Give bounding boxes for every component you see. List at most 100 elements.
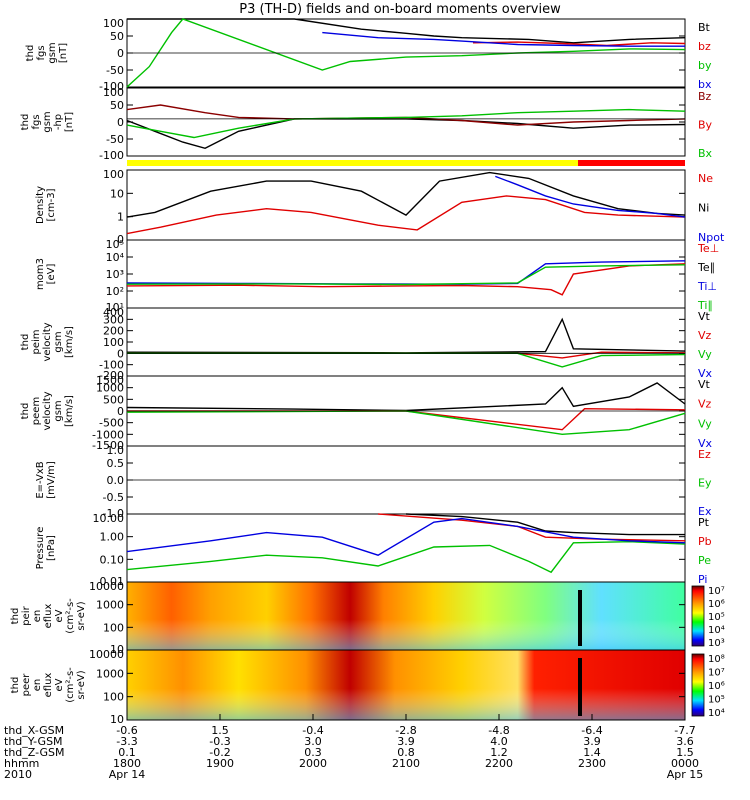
series-Bt [127,18,686,44]
ytick-label: 300 [103,313,124,326]
time-axis-row-label: thd_Y-GSM [4,735,63,748]
ytick-label: -50 [106,64,124,77]
ytick-label: 10000 [89,648,124,661]
y-axis-label: thd [20,334,31,351]
y-axis-label: gsm [47,42,58,63]
ytick-label: -100 [99,80,124,93]
legend-Bz: Bz [698,90,712,103]
legend-Vz: Vz [698,329,712,342]
y-axis-label: eflux [43,604,54,629]
xtick-label: -0.2 [209,746,230,759]
colorbar-ion_spec [691,585,705,647]
time-axis: thd_X-GSMthd_Y-GSMthd_Z-GSMhhmm2010-0.6-… [4,714,703,781]
xtick-label: 3.6 [676,735,694,748]
ytick-label: 0 [117,233,124,246]
panel-frame [126,169,686,241]
y-axis-label: sr-eV) [76,601,87,630]
ytick-label: 10000 [89,580,124,593]
xtick-date: Apr 15 [667,768,704,781]
panel-frame [126,513,686,583]
y-axis-label: [nT] [64,112,75,132]
legend-Te∥: Te∥ [697,261,715,274]
legend-Vx: Vx [698,437,713,450]
legend-by: by [698,59,712,72]
legend-Bx: Bx [698,147,713,160]
y-axis-label: -hp [53,114,64,130]
legend-Pb: Pb [698,535,712,548]
ytick-label: -1500 [92,439,124,452]
panel-frame [126,239,686,309]
series-Bz [126,104,686,126]
ytick-label: -100 [99,359,124,372]
mode-bar-fast [578,160,685,166]
xtick-label: 0000 [671,757,699,770]
ytick-label: 10⁴ [106,251,125,264]
y-axis-label: Pressure [35,527,46,570]
series-Pe [126,540,686,574]
ytick-label: 10² [106,285,124,298]
series-bx [322,31,685,47]
y-axis-label: eflux [43,673,54,698]
ytick-label: 0.01 [100,575,125,588]
y-axis-label: [mV/m] [46,461,57,499]
legend-Vt: Vt [698,310,711,323]
xtick-label: 2200 [485,757,513,770]
y-axis-label: peem [31,397,42,425]
ytick-label: -100 [99,149,124,162]
ytick-label: 50 [110,99,124,112]
xtick-label: 1.4 [583,746,601,759]
y-axis-label: eV [54,609,65,622]
ytick-label: 10 [110,643,124,656]
ytick-label: -1000 [92,428,124,441]
mode-bar-slow [127,160,578,166]
ytick-label: -500 [99,417,124,430]
legend-Ey: Ey [698,477,712,490]
colorbar-elec_spec [691,653,705,717]
xtick-label: 1.2 [490,746,508,759]
y-axis-label: velocity [42,322,53,361]
y-axis-label: en [32,610,43,623]
ytick-label: -0.5 [103,491,124,504]
panel-frame [126,307,686,377]
y-axis-label: sr-eV) [76,670,87,699]
legend-Pe: Pe [698,554,711,567]
series-Ti∥ [126,264,686,286]
xtick-label: 3.9 [583,735,601,748]
legend-Vt: Vt [698,378,711,391]
y-axis-label: eV [54,678,65,691]
y-axis-label: thd [20,114,31,131]
colorbar-tick-label: 10⁶ [708,599,725,610]
xtick-label: 1800 [113,757,141,770]
ytick-label: 10 [110,187,124,200]
y-axis-label: [km/s] [64,326,75,358]
legend-bx: bx [698,78,712,91]
xtick-label: -0.6 [116,724,137,737]
series-Pt [405,513,685,536]
y-axis-label: mom3 [35,258,46,290]
series-Ni [126,171,686,218]
series-Vt [126,382,686,412]
legend-Vy: Vy [698,417,712,430]
y-axis-label: [nT] [58,43,69,63]
ytick-label: 1000 [96,382,124,395]
y-axis-label: gsm [53,400,64,421]
series-Ne [126,195,686,235]
time-axis-row-label: 2010 [4,768,32,781]
colorbar-tick-label: 10⁶ [708,681,725,692]
ytick-label: -50 [106,133,124,146]
xtick-label: 0.8 [397,746,415,759]
y-axis-label: peer [21,673,32,697]
legend-bz: bz [698,40,711,53]
ytick-label: 10¹ [106,301,124,314]
series-Vt [126,317,686,354]
y-axis-label: gsm [53,331,64,352]
ytick-label: 400 [103,306,124,319]
legend-Te⊥: Te⊥ [697,242,719,255]
ytick-label: 0.0 [107,474,125,487]
xtick-label: 3.0 [304,735,322,748]
y-axis-label: thd [20,403,31,420]
ytick-label: 10.00 [93,512,125,525]
time-axis-row-label: thd_Z-GSM [4,746,64,759]
ytick-label: 1.00 [100,531,125,544]
